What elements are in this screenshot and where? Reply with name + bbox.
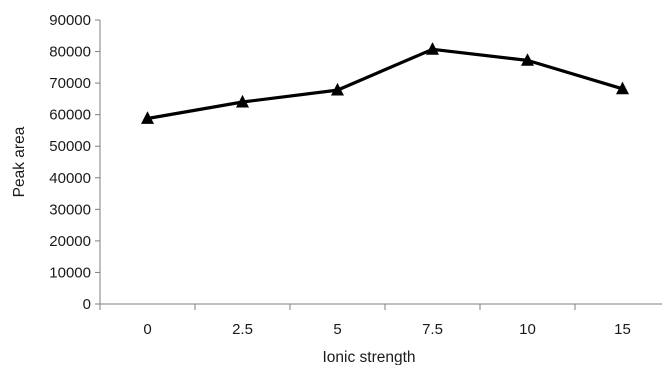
x-tick-label: 5 (333, 321, 341, 338)
y-tick-label: 90000 (49, 12, 91, 29)
series-line (145, 47, 625, 121)
x-tick-label: 10 (519, 321, 536, 338)
y-tick-label: 20000 (49, 233, 91, 250)
data-point-marker (331, 82, 344, 96)
y-axis-ticks: 0 10000 20000 30000 40000 50000 60000 70000 8000… (49, 12, 100, 313)
data-point-marker (236, 94, 249, 108)
x-tick-label: 2.5 (232, 321, 253, 338)
y-tick-label: 30000 (49, 201, 91, 218)
x-tick-label: 15 (614, 321, 631, 338)
y-tick-label: 60000 (49, 107, 91, 124)
y-axis-title: Peak area (11, 126, 28, 197)
plot-area: 0 10000 20000 30000 40000 50000 60000 70000 8000… (49, 12, 662, 338)
y-tick-label: 80000 (49, 44, 91, 61)
y-tick-label: 10000 (49, 264, 91, 281)
data-point-marker (426, 42, 439, 55)
data-point-marker (521, 53, 534, 66)
x-tick-label: 7.5 (422, 321, 443, 338)
x-axis-title: Ionic strength (322, 349, 415, 365)
x-axis-ticks: 0 2.5 5 7.5 10 15 (99, 304, 631, 338)
y-tick-label: 50000 (49, 138, 91, 155)
data-point-marker (616, 81, 629, 95)
data-point-marker (141, 111, 154, 124)
x-tick-label: 0 (143, 321, 151, 338)
y-tick-label: 40000 (49, 170, 91, 187)
y-tick-label: 0 (83, 296, 91, 313)
y-tick-label: 70000 (49, 75, 91, 92)
series-markers (141, 42, 629, 124)
